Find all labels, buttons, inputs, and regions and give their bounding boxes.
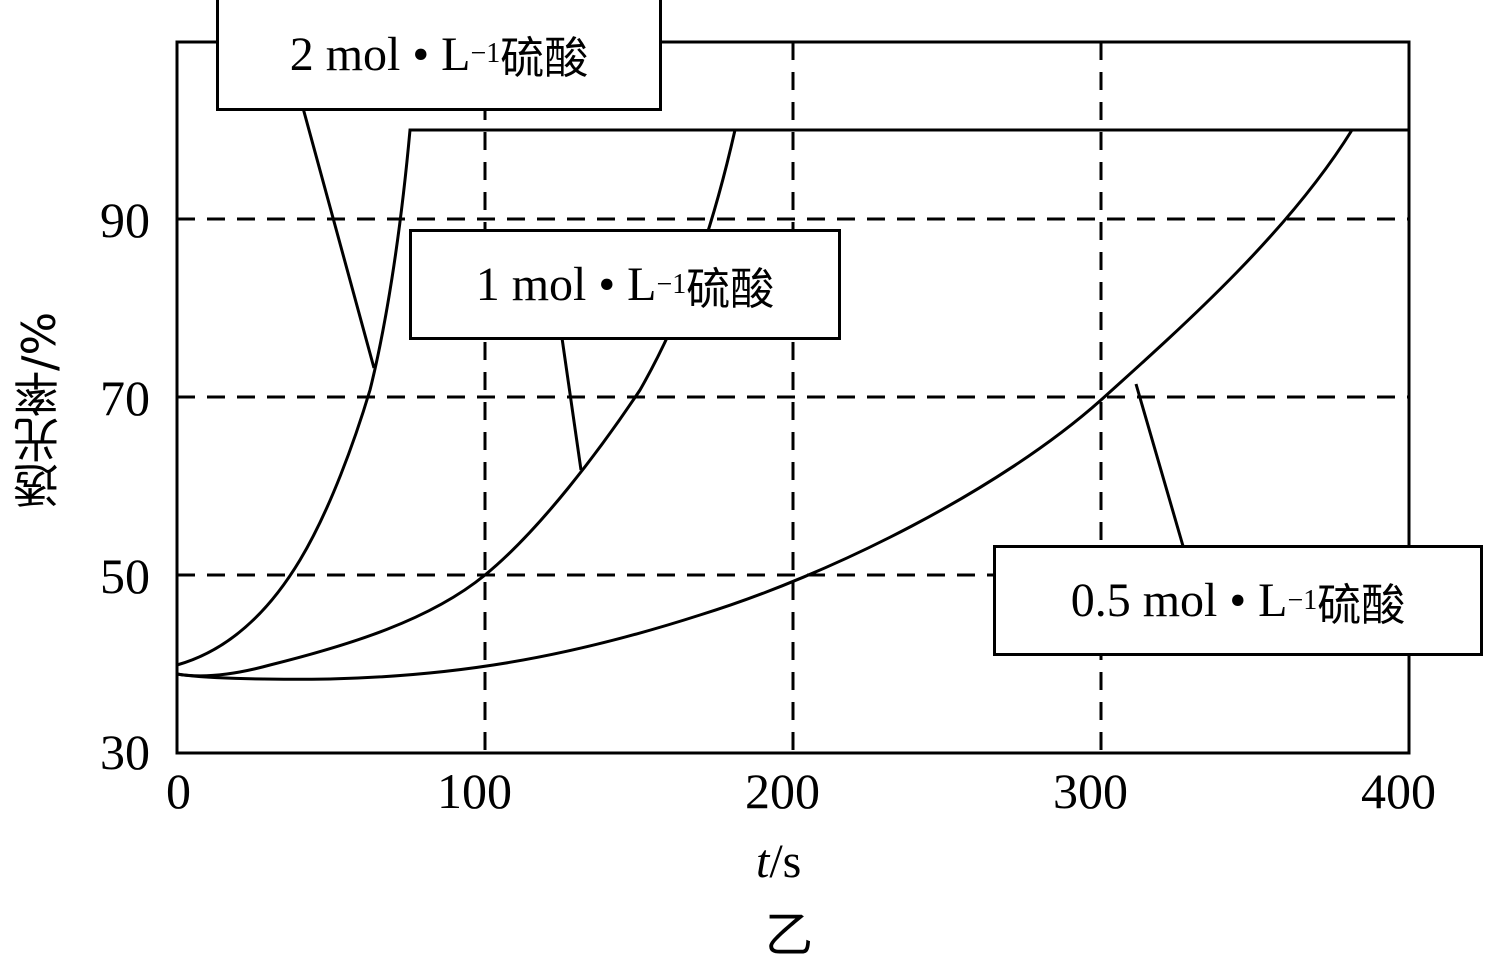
y-tick-70: 70: [100, 370, 150, 426]
x-axis-unit: /s: [769, 835, 802, 888]
leader-lines: [301, 107, 1185, 547]
label-2mol: 2 mol • L −1 硫酸: [216, 0, 662, 111]
x-tick-300: 300: [1053, 763, 1128, 819]
x-tick-400: 400: [1361, 763, 1436, 819]
x-tick-200: 200: [745, 763, 820, 819]
figure-caption: 乙: [765, 907, 814, 963]
y-tick-90: 90: [100, 192, 150, 248]
x-tick-0: 0: [166, 763, 191, 819]
curve-1mol: [176, 129, 737, 678]
x-axis-var: t: [756, 835, 770, 888]
x-tick-100: 100: [437, 763, 512, 819]
y-tick-50: 50: [100, 548, 150, 604]
x-axis-label: t/s: [756, 834, 801, 889]
curve-05mol: [176, 129, 1354, 681]
y-axis-label: 透光率/%: [12, 311, 66, 509]
plot-frame: [175, 40, 1411, 755]
y-tick-30: 30: [100, 724, 150, 780]
label-05mol: 0.5 mol • L −1 硫酸: [993, 545, 1483, 656]
label-1mol: 1 mol • L −1 硫酸: [409, 229, 841, 340]
curve-2mol: [176, 128, 1409, 667]
